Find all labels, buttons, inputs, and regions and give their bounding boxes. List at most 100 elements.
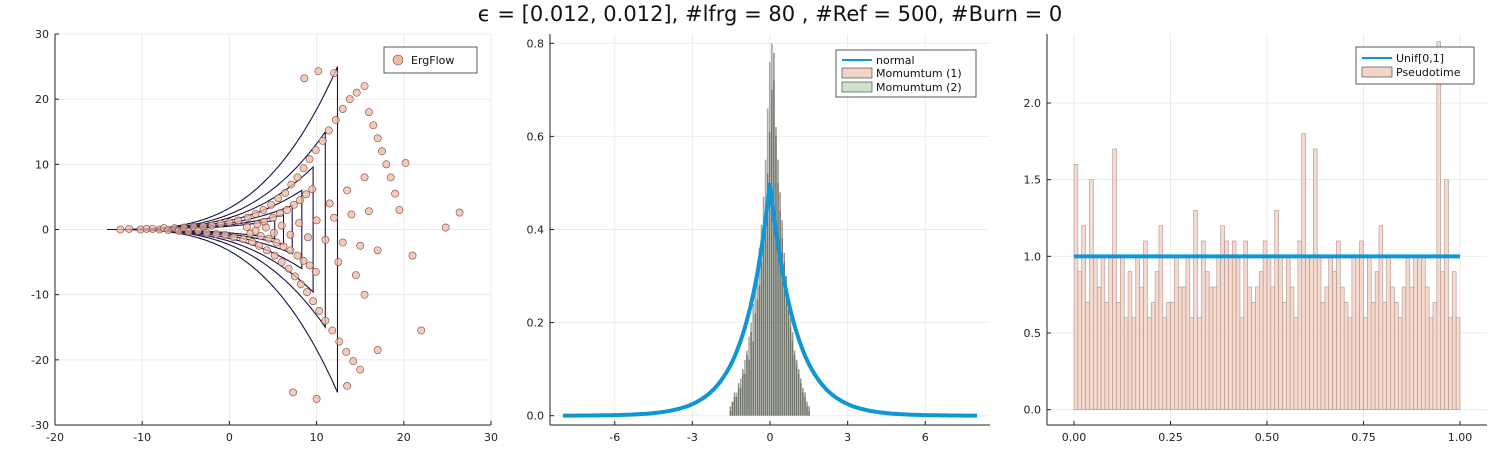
- histogram-bar: [1316, 256, 1322, 410]
- x-tick-label: 0.00: [1062, 431, 1087, 444]
- scatter-point: [349, 357, 358, 366]
- histogram-bar: [1089, 179, 1094, 410]
- histogram-bar: [1367, 256, 1372, 410]
- histogram-bar: [1243, 240, 1249, 410]
- histogram-bar: [1363, 317, 1368, 410]
- scatter-point: [314, 67, 323, 76]
- histogram-bar: [1085, 302, 1090, 410]
- scatter-point: [303, 288, 311, 296]
- histogram-bar: [1266, 256, 1272, 410]
- histogram-bar: [800, 383, 802, 416]
- histogram-bar: [1216, 256, 1221, 410]
- histogram-bar: [754, 290, 757, 416]
- histogram-bar: [1189, 317, 1194, 410]
- histogram-bar: [1390, 286, 1395, 410]
- scatter-point: [334, 258, 343, 266]
- y-tick-label: 0.0: [527, 410, 545, 423]
- scatter-point: [311, 267, 320, 276]
- x-tick-label: 0.50: [1255, 431, 1280, 444]
- histogram-bar: [1413, 256, 1418, 410]
- scatter-point: [365, 207, 373, 216]
- histogram-bar: [779, 210, 781, 416]
- histogram-bar: [1154, 271, 1160, 410]
- scatter-point: [287, 180, 296, 189]
- histogram-bar: [789, 327, 792, 416]
- scatter-point: [262, 223, 270, 232]
- y-tick-label: -10: [31, 289, 49, 302]
- histogram-bar: [1247, 286, 1252, 410]
- histogram-bar: [785, 285, 788, 416]
- histogram-bar: [1278, 256, 1283, 410]
- scatter-point: [321, 316, 330, 325]
- scatter-point: [286, 246, 295, 255]
- histogram-bar: [1351, 256, 1357, 410]
- histogram-bar: [1147, 317, 1152, 410]
- histogram-bar: [793, 355, 796, 416]
- histogram-bar: [1332, 271, 1337, 410]
- histogram-bar: [1417, 256, 1422, 410]
- legend-label: Unif[0,1]: [1396, 52, 1444, 65]
- legend-swatch: [1361, 66, 1393, 78]
- histogram-bar: [1347, 317, 1353, 410]
- legend-label: Pseudotime: [1396, 66, 1461, 79]
- scatter-point: [360, 173, 369, 182]
- legend-label: normal: [876, 54, 915, 67]
- histogram-bar: [1324, 286, 1330, 410]
- scatter-point: [351, 271, 360, 280]
- scatter-point: [352, 88, 361, 97]
- histogram-bar: [1448, 317, 1453, 410]
- scatter-point: [125, 224, 134, 233]
- scatter-point: [286, 230, 295, 239]
- scatter-point: [276, 209, 284, 218]
- x-tick-label: 6: [922, 431, 929, 444]
- histogram-bar: [1204, 271, 1210, 410]
- histogram-bar: [1313, 148, 1318, 410]
- histogram-bar: [1285, 256, 1291, 410]
- scatter-point: [401, 159, 410, 167]
- scatter-point: [262, 246, 271, 255]
- histogram-bar: [1455, 317, 1461, 410]
- histogram-bar: [1386, 256, 1391, 410]
- scatter-point: [216, 219, 225, 228]
- scatter-point: [116, 225, 125, 234]
- histogram-bar: [764, 159, 767, 416]
- histogram-bar: [1220, 225, 1225, 410]
- histogram-bar: [1139, 286, 1144, 410]
- scatter-point: [269, 228, 278, 237]
- histogram-bar: [746, 350, 748, 416]
- histogram-bar: [1096, 286, 1102, 410]
- histogram-bar: [1320, 302, 1326, 410]
- x-tick-label: 1.00: [1448, 431, 1473, 444]
- y-tick-label: 10: [35, 158, 49, 171]
- scatter-point: [290, 200, 298, 209]
- scatter-point: [312, 395, 321, 403]
- histogram-bar: [1162, 317, 1167, 410]
- histogram-bar: [758, 248, 761, 416]
- histogram-bar: [1077, 271, 1083, 410]
- scatter-point: [324, 126, 333, 135]
- y-tick-label: 2.0: [1024, 97, 1042, 110]
- x-tick-label: 0: [226, 431, 233, 444]
- histogram-bar: [1127, 271, 1133, 410]
- histogram-bar: [1444, 179, 1449, 410]
- histogram-bar: [791, 341, 794, 416]
- histogram-bar: [1197, 317, 1202, 410]
- scatter-point: [325, 199, 334, 208]
- legend: Unif[0,1]Pseudotime: [1355, 46, 1475, 85]
- x-tick-label: -3: [687, 431, 698, 444]
- histogram-bar: [1440, 271, 1445, 410]
- legend-label: Momumtum (1): [876, 67, 962, 80]
- scatter-point: [330, 213, 338, 222]
- scatter-point: [148, 224, 157, 233]
- scatter-point: [300, 74, 309, 83]
- histogram-bar: [762, 196, 765, 416]
- histogram-bar: [735, 392, 738, 416]
- x-tick-label: -20: [46, 431, 64, 444]
- scatter-point: [330, 69, 338, 77]
- histogram-bar: [1158, 225, 1164, 410]
- scatter-point: [328, 326, 337, 335]
- scatter-point: [386, 173, 395, 182]
- histogram-bar: [1123, 317, 1129, 410]
- histogram-bar: [756, 266, 759, 416]
